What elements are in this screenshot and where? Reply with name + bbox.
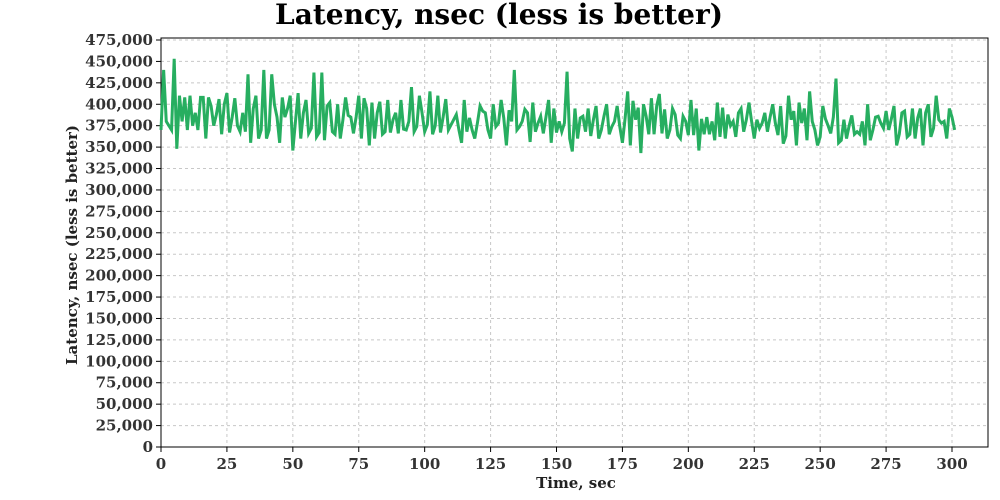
y-tick-label: 25,000 bbox=[96, 417, 153, 435]
x-tick-label: 150 bbox=[541, 455, 572, 473]
x-tick-label: 250 bbox=[805, 455, 836, 473]
x-axis-ticks: 0 25 50 75 100 125 150 175 200 225 250 275 300 bbox=[156, 447, 968, 473]
series-line bbox=[159, 58, 957, 154]
y-tick-label: 125,000 bbox=[85, 331, 153, 349]
y-tick-label: 300,000 bbox=[85, 181, 153, 199]
x-tick-label: 50 bbox=[282, 455, 303, 473]
y-tick-label: 75,000 bbox=[96, 374, 153, 392]
x-tick-label: 175 bbox=[607, 455, 638, 473]
y-axis-label: Latency, nsec (less is better) bbox=[63, 125, 81, 365]
y-tick-label: 0 bbox=[143, 438, 153, 456]
y-tick-label: 425,000 bbox=[85, 74, 153, 92]
y-tick-label: 100,000 bbox=[85, 352, 153, 370]
x-tick-label: 275 bbox=[870, 455, 901, 473]
x-tick-label: 0 bbox=[156, 455, 166, 473]
x-tick-label: 25 bbox=[216, 455, 237, 473]
x-tick-label: 225 bbox=[739, 455, 770, 473]
y-tick-label: 400,000 bbox=[85, 95, 153, 113]
y-tick-label: 225,000 bbox=[85, 245, 153, 263]
y-tick-label: 150,000 bbox=[85, 309, 153, 327]
y-tick-label: 275,000 bbox=[85, 202, 153, 220]
y-tick-label: 375,000 bbox=[85, 117, 153, 135]
y-tick-label: 350,000 bbox=[85, 138, 153, 156]
x-tick-label: 300 bbox=[936, 455, 967, 473]
y-tick-label: 250,000 bbox=[85, 224, 153, 242]
y-axis-ticks: 0 25,000 50,000 75,000 100,000 125,000 150,000… bbox=[85, 31, 161, 456]
x-tick-label: 200 bbox=[673, 455, 704, 473]
x-tick-label: 125 bbox=[475, 455, 506, 473]
y-tick-label: 50,000 bbox=[96, 395, 153, 413]
plot-area-border bbox=[160, 37, 989, 448]
y-tick-label: 200,000 bbox=[85, 267, 153, 285]
y-tick-label: 475,000 bbox=[85, 31, 153, 49]
y-tick-label: 325,000 bbox=[85, 160, 153, 178]
grid-lines bbox=[160, 38, 988, 448]
y-tick-label: 450,000 bbox=[85, 52, 153, 70]
y-tick-label: 175,000 bbox=[85, 288, 153, 306]
series-layer bbox=[159, 58, 957, 154]
x-tick-label: 75 bbox=[348, 455, 369, 473]
x-tick-label: 100 bbox=[409, 455, 440, 473]
chart-title: Latency, nsec (less is better) bbox=[275, 0, 723, 31]
x-axis-label: Time, sec bbox=[536, 474, 616, 492]
